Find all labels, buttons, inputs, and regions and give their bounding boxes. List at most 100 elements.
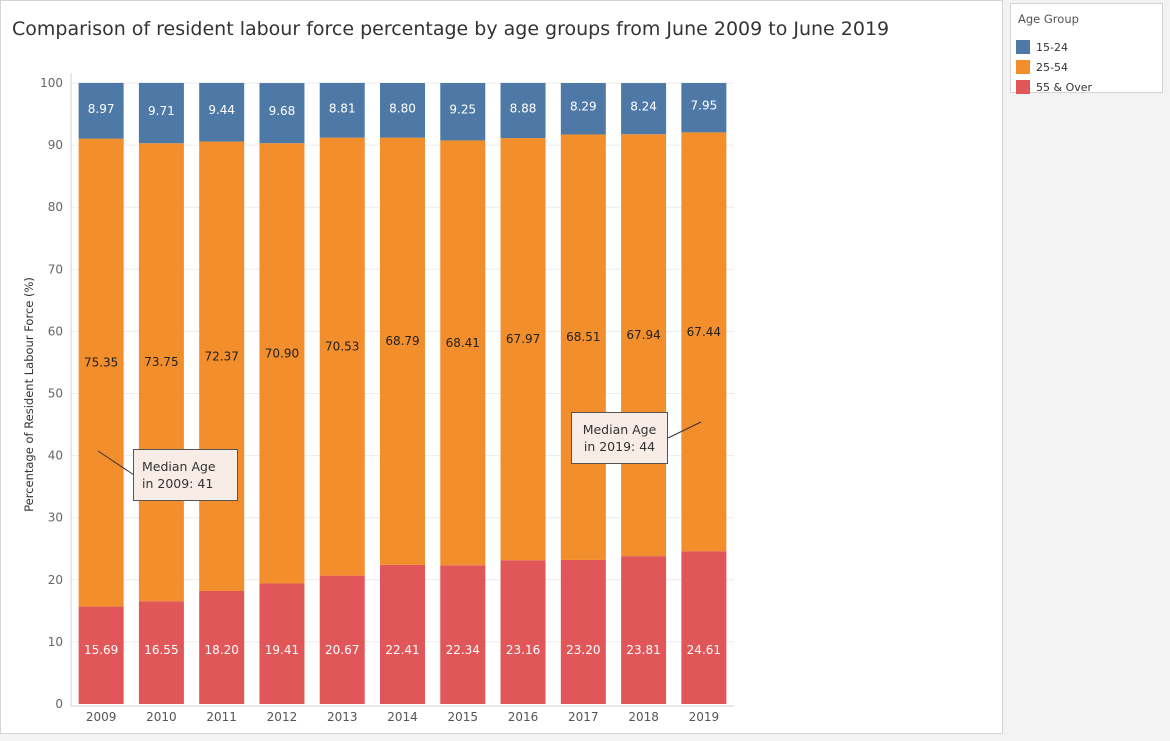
legend-item-15-24[interactable]: 15-24 bbox=[1016, 40, 1068, 54]
legend-label: 55 & Over bbox=[1036, 80, 1093, 94]
legend-swatch bbox=[1016, 60, 1030, 74]
bar-segment bbox=[560, 83, 606, 135]
bar-segment bbox=[560, 559, 606, 704]
bar-segment bbox=[138, 601, 184, 704]
data-label: 22.41 bbox=[385, 643, 419, 657]
data-label: 8.81 bbox=[329, 101, 356, 115]
bar-segment bbox=[138, 82, 184, 144]
stacked-bar-chart: 0 10 20 30 40 50 60 70 80 90 100 Percentage of Resi… bbox=[22, 73, 734, 724]
data-label: 8.97 bbox=[88, 102, 115, 116]
x-tick-label: 2019 bbox=[689, 710, 720, 724]
legend: Age Group 15-24 25-54 55 & Over bbox=[1010, 3, 1163, 94]
legend-item-55-over[interactable]: 55 & Over bbox=[1016, 80, 1092, 94]
data-label: 16.55 bbox=[144, 643, 178, 657]
legend-item-25-54[interactable]: 25-54 bbox=[1016, 60, 1068, 74]
bar-segment bbox=[380, 83, 425, 138]
bar-segment bbox=[440, 565, 486, 704]
legend-swatch bbox=[1016, 40, 1030, 54]
y-tick-label: 40 bbox=[48, 449, 63, 463]
bar-segment bbox=[319, 575, 365, 704]
legend-label: 25-54 bbox=[1036, 60, 1068, 74]
y-tick-label: 60 bbox=[48, 324, 63, 338]
y-tick-label: 0 bbox=[55, 697, 63, 711]
data-label: 68.51 bbox=[566, 330, 600, 344]
x-tick-label: 2017 bbox=[568, 710, 599, 724]
data-label: 8.24 bbox=[630, 100, 657, 114]
bar-segment bbox=[681, 132, 727, 552]
annotation-leader-line bbox=[97, 450, 135, 476]
legend-title: Age Group bbox=[1018, 12, 1079, 26]
y-axis-label: Percentage of Resident Labour Force (%) bbox=[22, 277, 36, 512]
bar-segment bbox=[78, 138, 124, 607]
bar-segment bbox=[621, 556, 667, 704]
y-tick-label: 50 bbox=[48, 387, 63, 401]
bar-segment bbox=[259, 83, 305, 144]
data-label: 19.41 bbox=[265, 643, 299, 657]
bar-segment bbox=[621, 83, 667, 135]
bar-segment bbox=[440, 83, 486, 141]
x-tick-label: 2014 bbox=[387, 710, 418, 724]
bar-segment bbox=[621, 134, 667, 557]
data-label: 9.71 bbox=[148, 104, 175, 118]
bar-segment bbox=[500, 82, 546, 139]
data-label: 23.20 bbox=[566, 643, 600, 657]
annotation-leader-line bbox=[667, 421, 702, 439]
annotation-median-age-2019: Median Age in 2019: 44 bbox=[571, 412, 668, 464]
data-label: 23.16 bbox=[506, 643, 540, 657]
chart-title: Comparison of resident labour force perc… bbox=[12, 18, 890, 40]
x-tick-label: 2009 bbox=[86, 710, 117, 724]
data-label: 68.79 bbox=[385, 334, 419, 348]
legend-label: 15-24 bbox=[1036, 40, 1068, 54]
data-label: 8.80 bbox=[389, 101, 416, 115]
data-label: 70.53 bbox=[325, 340, 359, 354]
bar-segment bbox=[560, 134, 606, 560]
y-tick-label: 90 bbox=[48, 138, 63, 152]
y-tick-label: 80 bbox=[48, 200, 63, 214]
data-label: 9.68 bbox=[269, 104, 296, 118]
data-label: 18.20 bbox=[205, 643, 239, 657]
y-tick-label: 70 bbox=[48, 262, 63, 276]
x-tick-label: 2010 bbox=[146, 710, 177, 724]
x-tick-label: 2013 bbox=[327, 710, 358, 724]
data-label: 24.61 bbox=[687, 643, 721, 657]
bar-segment bbox=[259, 143, 305, 584]
data-label: 67.97 bbox=[506, 332, 540, 346]
data-label: 9.44 bbox=[208, 103, 235, 117]
bar-segment bbox=[440, 140, 486, 566]
y-tick-label: 10 bbox=[48, 635, 63, 649]
bar-segment bbox=[199, 82, 245, 142]
data-label: 73.75 bbox=[144, 355, 178, 369]
data-label: 8.88 bbox=[510, 102, 537, 116]
bar-segment bbox=[380, 564, 425, 704]
x-tick-label: 2011 bbox=[206, 710, 237, 724]
bar-segment bbox=[78, 606, 124, 704]
data-label: 9.25 bbox=[449, 103, 476, 117]
bar-segment bbox=[681, 551, 727, 704]
x-tick-label: 2015 bbox=[447, 710, 478, 724]
bar-segment bbox=[500, 560, 546, 704]
data-label: 70.90 bbox=[265, 346, 299, 360]
data-label: 20.67 bbox=[325, 643, 359, 657]
chart-panel: Comparison of resident labour force perc… bbox=[0, 0, 1003, 734]
x-tick-label: 2018 bbox=[628, 710, 659, 724]
legend-swatch bbox=[1016, 80, 1030, 94]
bar-segment bbox=[138, 143, 184, 602]
bar-segment bbox=[681, 83, 727, 133]
annotation-median-age-2009: Median Age in 2009: 41 bbox=[133, 449, 238, 501]
data-label: 75.35 bbox=[84, 356, 118, 370]
y-tick-label: 20 bbox=[48, 573, 63, 587]
data-label: 67.44 bbox=[687, 325, 721, 339]
data-label: 7.95 bbox=[691, 99, 718, 113]
data-label: 23.81 bbox=[626, 643, 660, 657]
bar-segment bbox=[319, 137, 365, 576]
data-label: 22.34 bbox=[446, 643, 480, 657]
data-label: 68.41 bbox=[446, 336, 480, 350]
bar-segment bbox=[259, 583, 305, 704]
bar-segment bbox=[500, 138, 546, 561]
bar-segment bbox=[319, 82, 365, 138]
data-label: 72.37 bbox=[205, 349, 239, 363]
data-label: 67.94 bbox=[626, 328, 660, 342]
bar-segment bbox=[199, 590, 245, 704]
bar-segment bbox=[199, 141, 245, 591]
data-label: 15.69 bbox=[84, 643, 118, 657]
